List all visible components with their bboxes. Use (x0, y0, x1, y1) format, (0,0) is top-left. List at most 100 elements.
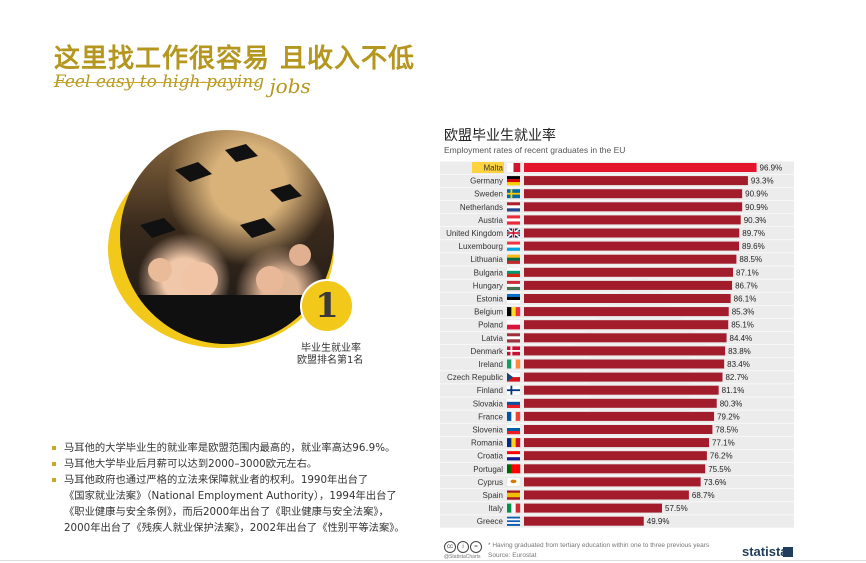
category-label-united-kingdom: United Kingdom (446, 229, 503, 238)
category-label-hungary: Hungary (473, 281, 503, 290)
category-label-bulgaria: Bulgaria (474, 268, 504, 277)
flag-icon-slovenia (507, 425, 520, 435)
data-label-denmark: 83.8% (728, 347, 751, 356)
flag-icon-poland (507, 320, 520, 330)
graduation-caps-illustration (120, 144, 334, 344)
category-label-italy: Italy (488, 504, 503, 513)
flag-icon-sweden (507, 189, 520, 199)
flag-icon-denmark (507, 346, 520, 356)
category-label-czech-republic: Czech Republic (447, 373, 503, 382)
category-label-greece: Greece (477, 517, 504, 526)
bullet-item-employment-rate: 马耳他的大学毕业生的就业率是欧盟范围内最高的，就业率高达96.9%。 (52, 440, 432, 456)
data-label-france: 79.2% (717, 412, 740, 421)
data-label-netherlands: 90.9% (745, 203, 768, 212)
chart-credit: @StatistaCharts (444, 554, 481, 560)
bottom-divider (0, 560, 866, 561)
data-label-estonia: 86.1% (734, 295, 757, 304)
category-label-slovakia: Slovakia (473, 399, 504, 408)
bullet-text-line-4: 2000年出台了《残疾人就业保护法案》，2002年出台了《性别平等法案》。 (64, 522, 405, 534)
employment-rate-bar-chart: Malta 96.9% Germany 93.3% Sweden 90.9% Netherl… (440, 160, 794, 531)
page-subtitle: Feel easy to high-paying jobs (54, 68, 311, 98)
bar-cyprus (524, 477, 701, 487)
category-label-germany: Germany (470, 177, 503, 186)
flag-icon-spain (507, 490, 520, 500)
bar-slovakia (524, 398, 717, 408)
category-label-ireland: Ireland (479, 360, 503, 369)
flag-icon-greece (507, 516, 520, 526)
data-label-portugal: 75.5% (708, 465, 731, 474)
data-label-greece: 49.9% (647, 517, 670, 526)
category-label-croatia: Croatia (477, 452, 503, 461)
bar-greece (524, 516, 644, 526)
data-label-lithuania: 88.5% (739, 255, 762, 264)
category-label-latvia: Latvia (482, 334, 504, 343)
bar-finland (524, 385, 719, 395)
rank-number-badge: 1 (300, 279, 354, 333)
rank-caption-line-1: 毕业生就业率 (301, 343, 361, 354)
bullet-text-line-3: 《职业健康与安全条例》，而后2000年出台了《职业健康与安全法案》， (64, 506, 389, 518)
flag-icon-czech-republic (507, 372, 520, 382)
category-label-romania: Romania (471, 439, 504, 448)
data-label-slovenia: 78.5% (715, 426, 738, 435)
flag-icon-portugal (507, 464, 521, 474)
bar-netherlands (524, 202, 743, 212)
bar-denmark (524, 346, 726, 356)
statista-logo: statista (742, 544, 788, 559)
statista-logo-mark (783, 547, 793, 557)
category-label-malta: Malta (483, 164, 503, 173)
category-label-netherlands: Netherlands (460, 203, 503, 212)
category-label-slovenia: Slovenia (472, 426, 503, 435)
bar-ireland (524, 359, 725, 369)
bar-germany (524, 176, 748, 186)
flag-icon-estonia (507, 294, 520, 304)
bar-portugal (524, 464, 706, 474)
chart-source: Source: Eurostat (488, 552, 537, 559)
flag-icon-austria (507, 215, 520, 225)
flag-icon-lithuania (507, 254, 520, 264)
bullet-text: 马耳他的大学毕业生的就业率是欧盟范围内最高的，就业率高达96.9%。 (64, 442, 396, 454)
bar-malta (524, 163, 757, 172)
flag-icon-germany (507, 176, 520, 186)
data-label-belgium: 85.3% (732, 308, 755, 317)
bar-hungary (524, 280, 733, 290)
flag-icon-france (507, 411, 521, 421)
data-label-finland: 81.1% (722, 386, 745, 395)
category-label-luxembourg: Luxembourg (459, 242, 503, 251)
flag-icon-cyprus (506, 477, 521, 487)
page-title: 这里找工作很容易 且收入不低 (54, 44, 416, 74)
bar-sweden (524, 189, 743, 199)
bar-united-kingdom (524, 228, 740, 238)
data-label-slovakia: 80.3% (720, 399, 743, 408)
flag-icon-ireland (507, 359, 521, 369)
rank-caption-line-2: 欧盟排名第1名 (297, 355, 364, 366)
chart-title: 欧盟毕业生就业率 (444, 128, 556, 144)
data-label-austria: 90.3% (744, 216, 767, 225)
flag-icon-latvia (507, 333, 520, 343)
data-label-spain: 68.7% (692, 491, 715, 500)
subtitle-part-2: jobs (269, 74, 311, 98)
license-icons: cc i = (444, 541, 482, 553)
bar-france (524, 411, 715, 421)
data-label-hungary: 86.7% (735, 281, 758, 290)
flag-icon-belgium (507, 307, 521, 317)
flag-icon-slovakia (507, 398, 520, 408)
data-label-czech-republic: 82.7% (725, 373, 748, 382)
bar-belgium (524, 307, 729, 317)
cc-icon: cc (444, 541, 456, 553)
bullet-text: 马耳他大学毕业后月薪可以达到2000–3000欧元左右。 (64, 458, 318, 470)
flag-icon-finland (507, 385, 520, 395)
bar-croatia (524, 451, 707, 461)
data-label-ireland: 83.4% (727, 360, 750, 369)
category-label-portugal: Portugal (473, 465, 503, 474)
data-label-romania: 77.1% (712, 439, 735, 448)
bar-luxembourg (524, 241, 740, 251)
data-label-germany: 93.3% (751, 177, 774, 186)
category-label-france: France (478, 412, 503, 421)
category-label-sweden: Sweden (474, 190, 503, 199)
data-label-latvia: 84.4% (730, 334, 753, 343)
bullet-item-salary: 马耳他大学毕业后月薪可以达到2000–3000欧元左右。 (52, 456, 432, 472)
flag-icon-netherlands (507, 202, 520, 212)
graduation-photo (120, 130, 334, 344)
subtitle-underline (54, 82, 259, 83)
bar-slovenia (524, 425, 713, 434)
